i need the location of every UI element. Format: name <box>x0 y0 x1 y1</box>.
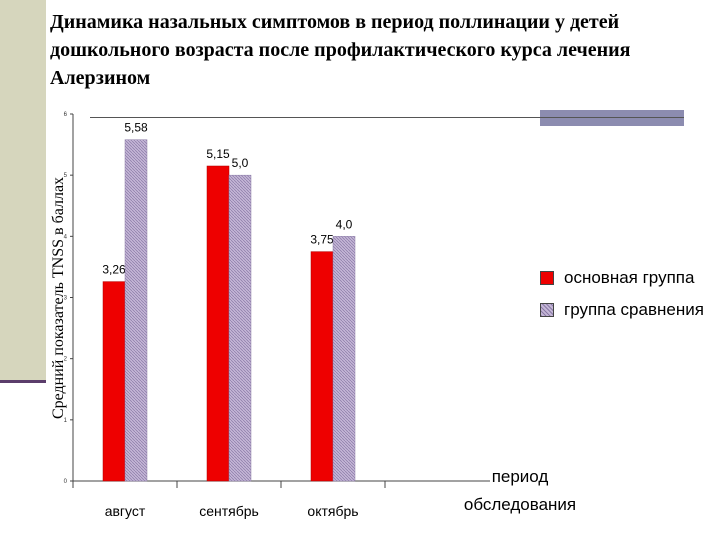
bar-value-label: 3,75 <box>310 233 334 247</box>
y-tick-label: 3 <box>64 296 68 302</box>
bar-value-label: 4,0 <box>336 217 353 231</box>
x-tick-label: август <box>105 503 146 519</box>
x-axis-label-line-2: обследования <box>464 495 576 514</box>
slide-top-rule <box>90 117 684 118</box>
legend-item-main: основная группа <box>540 262 704 294</box>
bar <box>332 236 356 482</box>
legend-swatch-main <box>540 271 554 285</box>
y-tick-label: 2 <box>64 357 68 363</box>
legend-label-comparison: группа сравнения <box>564 300 704 319</box>
bar-value-label: 3,26 <box>102 263 126 277</box>
slide-side-bar-line <box>0 380 46 383</box>
bar-value-label: 5,0 <box>232 156 249 170</box>
y-tick-label: 5 <box>64 173 68 179</box>
legend-swatch-comparison <box>540 303 554 317</box>
x-axis-label-line-1: период <box>492 467 549 486</box>
bar <box>102 281 126 482</box>
x-tick-label: сентябрь <box>199 503 259 519</box>
y-tick-label: 1 <box>64 418 68 424</box>
bar-value-label: 5,15 <box>206 147 230 161</box>
bar <box>206 165 230 482</box>
bar <box>124 139 148 482</box>
y-tick-label: 6 <box>64 112 68 118</box>
bar <box>228 174 252 482</box>
chart-legend: основная группа группа сравнения <box>540 262 704 326</box>
bar <box>310 251 334 482</box>
legend-label-main: основная группа <box>564 268 695 287</box>
legend-item-comparison: группа сравнения <box>540 294 704 326</box>
y-tick-label: 4 <box>64 234 68 240</box>
slide-accent-rect <box>540 110 684 126</box>
bar-value-label: 5,58 <box>124 121 148 135</box>
x-tick-label: октябрь <box>307 503 358 519</box>
slide-side-bar <box>0 0 46 380</box>
slide-title: Динамика назальных симптомов в период по… <box>50 11 631 89</box>
y-tick-label: 0 <box>64 479 68 485</box>
